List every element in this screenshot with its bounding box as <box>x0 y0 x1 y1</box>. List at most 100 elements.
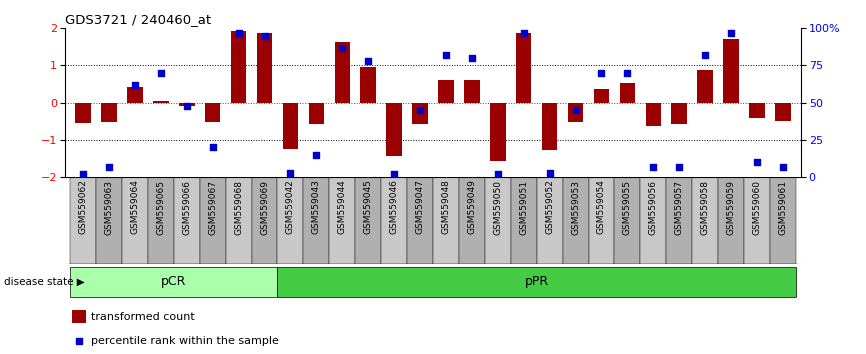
Text: GSM559043: GSM559043 <box>312 179 321 234</box>
Text: GSM559063: GSM559063 <box>105 179 113 235</box>
Text: GSM559055: GSM559055 <box>623 179 632 235</box>
Text: GSM559066: GSM559066 <box>182 179 191 235</box>
Bar <box>464 80 480 103</box>
Bar <box>671 103 687 124</box>
Bar <box>589 177 615 264</box>
Bar <box>666 177 692 264</box>
Bar <box>516 33 532 103</box>
Text: GSM559056: GSM559056 <box>649 179 658 235</box>
Text: GSM559045: GSM559045 <box>364 179 372 234</box>
Point <box>465 55 479 61</box>
Bar <box>277 267 796 297</box>
Text: GSM559051: GSM559051 <box>520 179 528 235</box>
Text: GSM559048: GSM559048 <box>442 179 450 234</box>
Bar <box>360 67 376 103</box>
Point <box>206 144 220 150</box>
Text: GSM559061: GSM559061 <box>779 179 787 235</box>
Point <box>76 171 90 177</box>
Point <box>491 171 505 177</box>
Text: GSM559046: GSM559046 <box>390 179 398 234</box>
Text: GSM559053: GSM559053 <box>571 179 580 235</box>
Bar <box>775 103 791 120</box>
Bar <box>381 177 407 264</box>
Bar <box>697 70 713 103</box>
Point <box>543 170 557 175</box>
Point <box>439 52 453 58</box>
Point <box>724 30 738 36</box>
Bar <box>200 177 226 264</box>
Point <box>309 152 323 158</box>
Bar <box>594 88 610 103</box>
Bar <box>179 103 195 105</box>
Bar <box>153 101 169 103</box>
Bar <box>122 177 148 264</box>
Bar <box>537 177 563 264</box>
Point <box>72 338 86 343</box>
Text: GSM559069: GSM559069 <box>260 179 269 235</box>
Bar <box>70 177 96 264</box>
Text: GSM559058: GSM559058 <box>701 179 709 235</box>
Bar <box>282 103 298 149</box>
Text: GSM559062: GSM559062 <box>79 179 87 234</box>
Bar <box>277 177 303 264</box>
Bar <box>485 177 511 264</box>
Bar <box>205 103 221 122</box>
Point <box>232 30 246 36</box>
Bar <box>303 177 329 264</box>
Bar <box>329 177 355 264</box>
Text: pCR: pCR <box>161 275 186 288</box>
Bar <box>615 177 640 264</box>
Bar <box>334 42 350 103</box>
Bar <box>542 103 558 150</box>
Bar <box>70 267 277 297</box>
Text: GSM559047: GSM559047 <box>416 179 424 234</box>
Bar <box>459 177 485 264</box>
Point <box>517 30 531 36</box>
Point <box>361 58 375 64</box>
Bar <box>73 310 86 323</box>
Bar <box>148 177 174 264</box>
Bar <box>96 177 122 264</box>
Bar <box>308 103 324 124</box>
Text: GSM559064: GSM559064 <box>131 179 139 234</box>
Bar <box>226 177 251 264</box>
Bar <box>563 177 589 264</box>
Text: GSM559068: GSM559068 <box>234 179 243 235</box>
Text: percentile rank within the sample: percentile rank within the sample <box>91 336 279 346</box>
Text: GSM559050: GSM559050 <box>494 179 502 235</box>
Text: GSM559059: GSM559059 <box>727 179 735 235</box>
Text: GSM559052: GSM559052 <box>545 179 554 234</box>
Bar <box>490 103 506 161</box>
Text: GSM559049: GSM559049 <box>468 179 476 234</box>
Bar <box>386 103 402 156</box>
Point <box>387 171 401 177</box>
Text: pPR: pPR <box>525 275 549 288</box>
Point <box>180 103 194 108</box>
Bar <box>355 177 381 264</box>
Bar <box>75 103 91 123</box>
Point <box>646 164 660 170</box>
Bar <box>723 39 739 103</box>
Text: GSM559065: GSM559065 <box>157 179 165 235</box>
Bar <box>619 83 635 103</box>
Bar <box>256 33 272 103</box>
Text: GSM559042: GSM559042 <box>286 179 295 234</box>
Point <box>154 70 168 76</box>
Point <box>776 164 790 170</box>
Text: transformed count: transformed count <box>91 312 195 322</box>
Point <box>698 52 712 58</box>
Bar <box>251 177 277 264</box>
Bar <box>231 31 247 103</box>
Bar <box>511 177 537 264</box>
Point <box>102 164 116 170</box>
Bar <box>412 103 428 124</box>
Bar <box>744 177 770 264</box>
Bar <box>568 103 584 122</box>
Text: GSM559054: GSM559054 <box>597 179 606 234</box>
Bar <box>101 103 117 122</box>
Point <box>672 164 686 170</box>
Text: GSM559044: GSM559044 <box>338 179 346 234</box>
Text: GSM559067: GSM559067 <box>208 179 217 235</box>
Text: disease state ▶: disease state ▶ <box>4 276 85 287</box>
Text: GSM559060: GSM559060 <box>753 179 761 235</box>
